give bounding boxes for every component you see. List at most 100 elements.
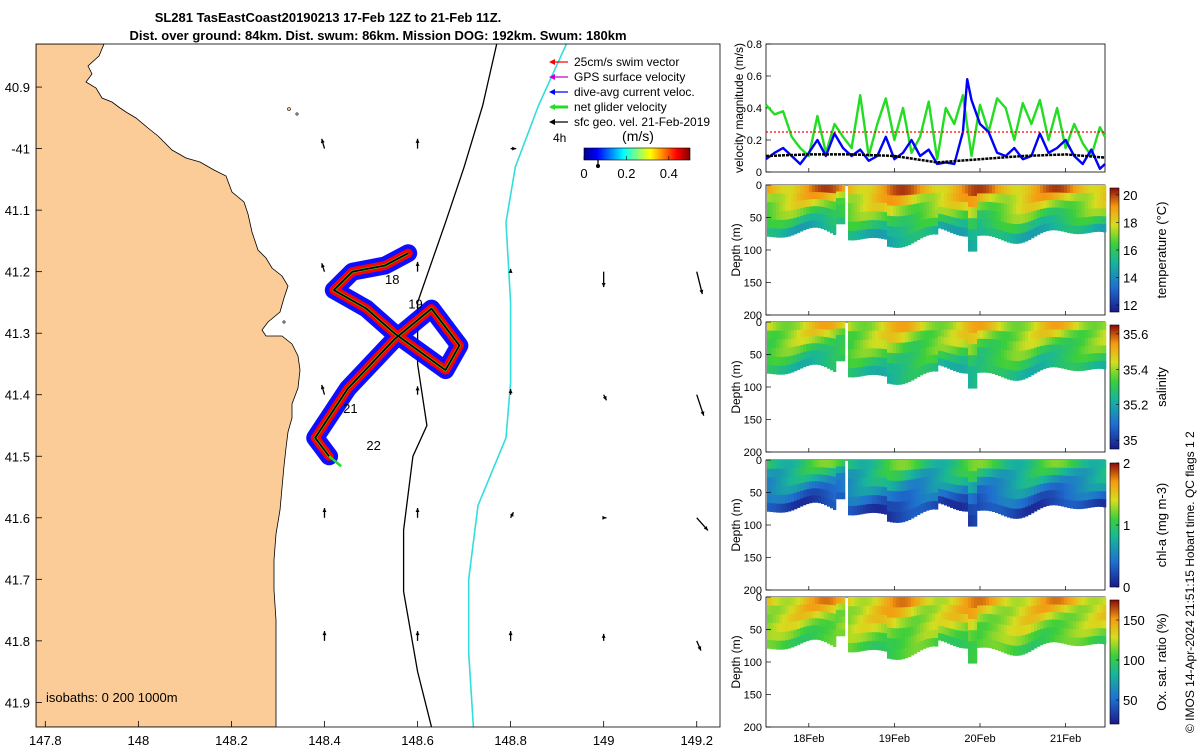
section-cell [1016, 233, 1020, 244]
section-cell [1043, 597, 1047, 606]
section-cell [1004, 634, 1008, 645]
section-cell [983, 363, 987, 373]
section-cell [917, 367, 921, 378]
section-cell [806, 322, 810, 330]
section-cell [806, 597, 810, 605]
section-cell [872, 640, 876, 650]
section-cell [935, 501, 939, 510]
section-cell [1022, 360, 1026, 371]
section-cell [932, 209, 936, 219]
section-cell [836, 616, 840, 624]
section-cell [1103, 361, 1107, 370]
section-cell [998, 202, 1002, 213]
island [295, 112, 299, 116]
section-cell [893, 460, 897, 471]
section-cell [836, 191, 840, 199]
section-cell [887, 490, 891, 502]
section-cell [779, 477, 783, 487]
section-cell [1061, 223, 1065, 232]
section-cell [899, 512, 903, 523]
section-cell [773, 185, 777, 194]
section-y-tick-label: 150 [744, 553, 762, 565]
section-cell [884, 203, 888, 213]
section-cell [878, 357, 882, 367]
section-cell [1088, 620, 1092, 630]
section-cell [884, 349, 888, 359]
section-cell [1025, 359, 1029, 370]
section-cell [938, 213, 942, 222]
section-cell [1022, 469, 1026, 480]
section-cell [1085, 354, 1089, 363]
section-cell [908, 509, 912, 520]
section-cell [824, 460, 828, 468]
section-cell [788, 185, 792, 194]
section-cell [1010, 469, 1014, 480]
section-cell [1082, 330, 1086, 339]
section-cell [881, 339, 885, 350]
section-cell [869, 503, 873, 514]
section-cell [905, 617, 909, 628]
section-cell [803, 489, 807, 498]
section-cell [869, 211, 873, 221]
section-cell [923, 631, 927, 641]
section-cell [944, 475, 948, 483]
section-y-tick-label: 0 [756, 592, 762, 604]
section-cell [1064, 216, 1068, 225]
section-cell [1094, 322, 1098, 331]
section-cell [1028, 487, 1032, 497]
section-cell [851, 460, 855, 470]
section-cell [1070, 193, 1074, 202]
section-cell [914, 625, 918, 635]
section-cell [974, 482, 978, 494]
section-cell [776, 460, 780, 470]
island [287, 107, 291, 111]
section-cell [821, 358, 825, 366]
section-cell [1076, 476, 1080, 485]
section-cell [1088, 491, 1092, 500]
section-cell [839, 185, 843, 192]
section-cell [938, 460, 942, 468]
section-cell [974, 641, 978, 653]
section-cell [995, 605, 999, 615]
section-cell [785, 356, 789, 366]
section-cell [1034, 322, 1038, 331]
section-cell [920, 193, 924, 203]
section-cell [890, 597, 894, 608]
section-cell [785, 365, 789, 375]
section-cell [902, 501, 906, 512]
section-cell [914, 222, 918, 233]
section-cell [923, 364, 927, 374]
section-cell [920, 357, 924, 367]
section-cell [866, 322, 870, 332]
section-cell [806, 221, 810, 230]
section-cell [968, 207, 972, 219]
section-cell [1070, 225, 1074, 234]
section-cell [1103, 604, 1107, 613]
section-cell [896, 353, 900, 365]
section-cell [1094, 612, 1098, 621]
section-cell [884, 469, 888, 479]
section-cell [944, 329, 948, 338]
section-cell [923, 185, 927, 194]
section-cell [818, 322, 822, 330]
section-cell [1037, 209, 1041, 219]
section-cell [1028, 340, 1032, 350]
section-cell [857, 642, 861, 652]
section-cell [1091, 216, 1095, 225]
section-cell [884, 212, 888, 222]
section-cell [926, 185, 930, 194]
section-cell [857, 203, 861, 213]
section-cell [830, 330, 834, 339]
section-cell [1019, 460, 1023, 470]
section-cell [1010, 185, 1014, 195]
section-cell [875, 477, 879, 487]
section-cell [998, 477, 1002, 488]
section-cell [848, 194, 852, 204]
section-cell [995, 228, 999, 238]
section-cell [956, 363, 960, 373]
section-cell [1064, 322, 1068, 331]
section-cell [920, 614, 924, 624]
section-cell [986, 347, 990, 356]
section-y-tick-label: 200 [744, 585, 762, 597]
section-cell [1061, 627, 1065, 636]
